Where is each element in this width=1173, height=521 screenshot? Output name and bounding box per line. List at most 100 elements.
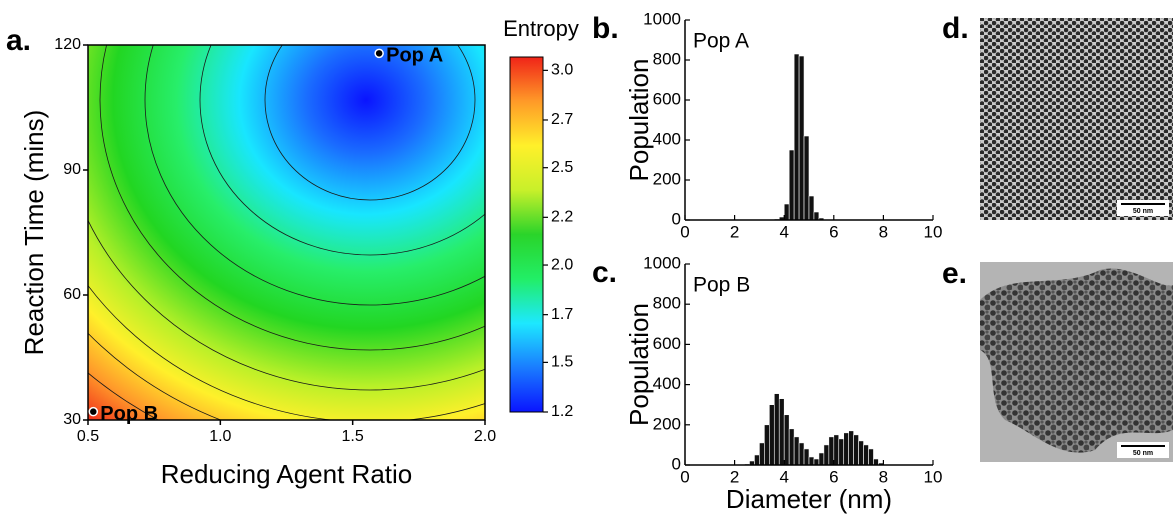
annotation: Pop B [693, 274, 750, 297]
bar [848, 430, 854, 466]
bar [764, 424, 770, 466]
bar [788, 149, 795, 221]
bar [838, 438, 845, 466]
colorbar-tick-label: 2.0 [551, 256, 573, 273]
tem-image [980, 18, 1173, 220]
x-tick-label: 2 [730, 467, 739, 486]
bar [843, 432, 849, 466]
bar [833, 434, 840, 466]
y-tick-label: 400 [653, 129, 681, 148]
heatmap-fill [88, 45, 485, 420]
colorbar-tick-label: 1.2 [551, 403, 573, 420]
bar [808, 195, 815, 221]
panel-label: a. [6, 24, 31, 57]
x-tick-label: 2 [730, 222, 739, 241]
point [374, 48, 384, 59]
colorbar-tick-label: 1.7 [551, 306, 573, 323]
point-label: Pop A [386, 45, 443, 67]
bar [868, 448, 874, 466]
y-tick-label: 1000 [643, 253, 681, 272]
bar [769, 404, 775, 466]
colorbar-title: Entropy [503, 16, 579, 41]
colorbar-tick-label: 3.0 [551, 62, 573, 79]
colorbar-tick-label: 2.5 [551, 159, 573, 176]
x-tick-label: 6 [829, 222, 838, 241]
colorbar-tick-label: 2.7 [551, 111, 573, 128]
y-tick-label: 0 [672, 454, 681, 473]
plot-frame [87, 44, 486, 421]
y-tick-label: 120 [54, 36, 81, 53]
bar [759, 442, 765, 466]
scale-bar-label: 50 nm [1133, 450, 1153, 457]
x-tick-label: 4 [779, 222, 788, 241]
y-tick-label: 60 [63, 286, 81, 303]
bar [808, 456, 815, 466]
y-tick-label: 30 [63, 411, 81, 428]
bar [873, 458, 879, 466]
y-tick-label: 1000 [643, 9, 681, 28]
y-axis-title: Population [624, 59, 654, 182]
scale-bar-label: 50 nm [1133, 208, 1153, 215]
bar [788, 428, 795, 466]
x-tick-label: 10 [924, 467, 943, 486]
colorbar-tick-label: 2.2 [551, 209, 573, 226]
point-label: Pop B [100, 403, 158, 425]
bar [828, 436, 835, 466]
panel-label: d. [942, 12, 969, 45]
x-tick-label: 4 [779, 467, 788, 486]
point [88, 406, 99, 417]
panel-label: b. [592, 12, 619, 45]
bar [793, 436, 800, 466]
y-tick-label: 600 [653, 334, 681, 353]
y-axis-title: Reaction Time (mins) [19, 110, 49, 356]
bar [783, 203, 790, 221]
bar [803, 135, 810, 221]
x-tick-label: 0 [680, 467, 689, 486]
x-tick-label: 10 [924, 222, 943, 241]
y-tick-label: 200 [653, 414, 681, 433]
x-tick-label: 6 [829, 467, 838, 486]
contour-lines [88, 45, 485, 420]
bar [813, 458, 820, 466]
bar [823, 444, 830, 466]
y-tick-label: 90 [63, 161, 81, 178]
y-tick-label: 200 [653, 169, 681, 188]
bar [793, 53, 800, 221]
x-tick-label: 0.5 [77, 428, 99, 445]
bar [798, 55, 805, 221]
x-tick-label: 2.0 [474, 428, 496, 445]
x-tick-label: 8 [879, 467, 888, 486]
image-d: 50 nm d. [942, 12, 1173, 220]
bar [798, 442, 805, 466]
x-axis-title: Reducing Agent Ratio [161, 459, 413, 489]
bar [754, 454, 760, 466]
y-tick-label: 800 [653, 49, 681, 68]
bar [863, 444, 869, 466]
heatmap-field [88, 45, 485, 420]
image-e: 50 nm e. [942, 257, 1173, 462]
y-tick-label: 800 [653, 294, 681, 313]
bar [778, 398, 785, 466]
bar [853, 434, 859, 466]
bar [783, 414, 790, 466]
bar [858, 440, 864, 466]
bar [813, 211, 820, 221]
tem-particles [980, 268, 1173, 453]
x-tick-label: 1.5 [342, 428, 364, 445]
y-axis-title: Population [624, 303, 654, 426]
colorbar [509, 56, 544, 413]
y-tick-label: 600 [653, 89, 681, 108]
x-tick-label: 0 [680, 222, 689, 241]
bar [773, 393, 780, 466]
bar [803, 448, 810, 466]
panel-label: c. [592, 256, 617, 289]
panel-label: e. [942, 257, 967, 290]
x-tick-label: 8 [879, 222, 888, 241]
colorbar-tick-label: 1.5 [551, 354, 573, 371]
annotation: Pop A [693, 30, 749, 53]
y-tick-label: 0 [672, 209, 681, 228]
bar [818, 452, 825, 466]
x-tick-label: 1.0 [209, 428, 231, 445]
